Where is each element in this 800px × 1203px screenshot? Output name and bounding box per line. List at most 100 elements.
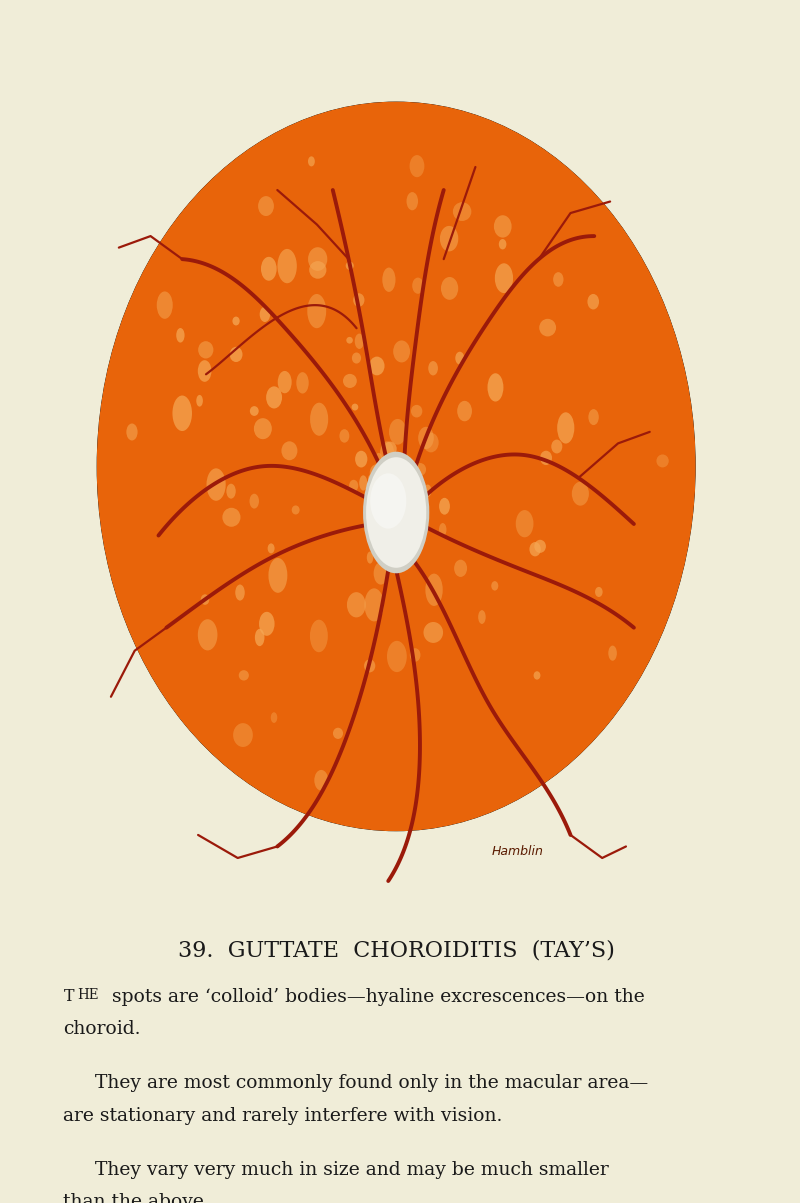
Ellipse shape	[206, 468, 226, 500]
Ellipse shape	[499, 239, 506, 249]
Ellipse shape	[261, 256, 277, 280]
Ellipse shape	[491, 581, 498, 591]
Ellipse shape	[296, 372, 309, 393]
Ellipse shape	[250, 407, 258, 416]
Ellipse shape	[366, 457, 426, 568]
Ellipse shape	[363, 451, 430, 574]
Ellipse shape	[383, 442, 397, 456]
Ellipse shape	[428, 361, 438, 375]
Ellipse shape	[551, 439, 562, 454]
Ellipse shape	[458, 401, 472, 421]
Ellipse shape	[657, 455, 669, 468]
Ellipse shape	[410, 155, 424, 177]
Ellipse shape	[370, 356, 385, 375]
Ellipse shape	[454, 559, 467, 577]
Ellipse shape	[308, 247, 327, 271]
Ellipse shape	[539, 319, 556, 337]
Ellipse shape	[343, 374, 357, 389]
Ellipse shape	[282, 442, 298, 461]
Text: 39.  GUTTATE  CHOROIDITIS  (TAY’S): 39. GUTTATE CHOROIDITIS (TAY’S)	[178, 940, 614, 961]
Ellipse shape	[97, 101, 696, 831]
Ellipse shape	[439, 523, 446, 537]
Text: They are most commonly found only in the macular area—: They are most commonly found only in the…	[95, 1074, 648, 1092]
Ellipse shape	[196, 395, 203, 407]
Ellipse shape	[349, 480, 358, 492]
Ellipse shape	[235, 585, 245, 600]
Ellipse shape	[233, 316, 240, 326]
Ellipse shape	[540, 451, 552, 466]
Ellipse shape	[494, 215, 512, 238]
Text: They vary very much in size and may be much smaller: They vary very much in size and may be m…	[95, 1161, 609, 1179]
Ellipse shape	[126, 423, 138, 440]
Ellipse shape	[412, 278, 424, 294]
Ellipse shape	[278, 371, 292, 393]
Ellipse shape	[352, 352, 361, 363]
Ellipse shape	[255, 629, 265, 646]
Ellipse shape	[370, 464, 382, 482]
Text: are stationary and rarely interfere with vision.: are stationary and rarely interfere with…	[63, 1107, 502, 1125]
Ellipse shape	[440, 226, 458, 251]
Ellipse shape	[389, 419, 406, 445]
Ellipse shape	[259, 612, 274, 636]
Ellipse shape	[406, 192, 418, 211]
Ellipse shape	[453, 202, 471, 221]
Ellipse shape	[308, 156, 315, 166]
Ellipse shape	[441, 277, 458, 300]
Ellipse shape	[382, 267, 395, 292]
Ellipse shape	[258, 196, 274, 217]
Ellipse shape	[270, 712, 278, 723]
Ellipse shape	[157, 291, 173, 319]
Ellipse shape	[353, 294, 365, 307]
Ellipse shape	[608, 646, 617, 660]
Ellipse shape	[359, 475, 367, 491]
Ellipse shape	[292, 505, 300, 515]
Ellipse shape	[198, 620, 218, 651]
Ellipse shape	[557, 413, 574, 444]
Ellipse shape	[393, 340, 410, 362]
Ellipse shape	[310, 403, 328, 435]
Ellipse shape	[418, 427, 434, 449]
Ellipse shape	[266, 386, 282, 409]
Ellipse shape	[572, 481, 589, 505]
Ellipse shape	[516, 510, 534, 538]
Ellipse shape	[269, 558, 287, 593]
Ellipse shape	[587, 294, 599, 309]
Ellipse shape	[364, 659, 375, 672]
Ellipse shape	[411, 405, 422, 417]
Ellipse shape	[278, 249, 297, 283]
Ellipse shape	[346, 261, 354, 269]
Ellipse shape	[314, 770, 328, 790]
Ellipse shape	[254, 419, 272, 439]
Ellipse shape	[222, 508, 241, 527]
Ellipse shape	[365, 588, 384, 622]
Ellipse shape	[268, 544, 274, 553]
Ellipse shape	[380, 442, 394, 463]
Ellipse shape	[495, 263, 513, 294]
Ellipse shape	[387, 641, 406, 672]
Ellipse shape	[588, 409, 599, 425]
Ellipse shape	[307, 294, 326, 328]
Ellipse shape	[595, 587, 602, 597]
Text: spots are ‘colloid’ bodies—hyaline excrescences—on the: spots are ‘colloid’ bodies—hyaline excre…	[106, 988, 645, 1006]
Ellipse shape	[201, 594, 210, 605]
Ellipse shape	[530, 543, 541, 556]
Ellipse shape	[260, 307, 270, 322]
Ellipse shape	[176, 328, 185, 343]
Text: than the above.: than the above.	[63, 1193, 210, 1203]
Ellipse shape	[439, 498, 450, 515]
Ellipse shape	[233, 723, 253, 747]
Text: HE: HE	[78, 988, 99, 1002]
Ellipse shape	[374, 562, 388, 585]
Ellipse shape	[414, 463, 426, 476]
Ellipse shape	[173, 396, 192, 431]
Ellipse shape	[423, 433, 438, 452]
Ellipse shape	[426, 574, 442, 606]
Ellipse shape	[351, 404, 358, 410]
Ellipse shape	[355, 451, 367, 468]
Ellipse shape	[553, 272, 563, 286]
Ellipse shape	[370, 473, 406, 528]
Ellipse shape	[487, 373, 503, 402]
Ellipse shape	[86, 90, 706, 843]
Ellipse shape	[339, 429, 350, 443]
Ellipse shape	[410, 648, 421, 662]
